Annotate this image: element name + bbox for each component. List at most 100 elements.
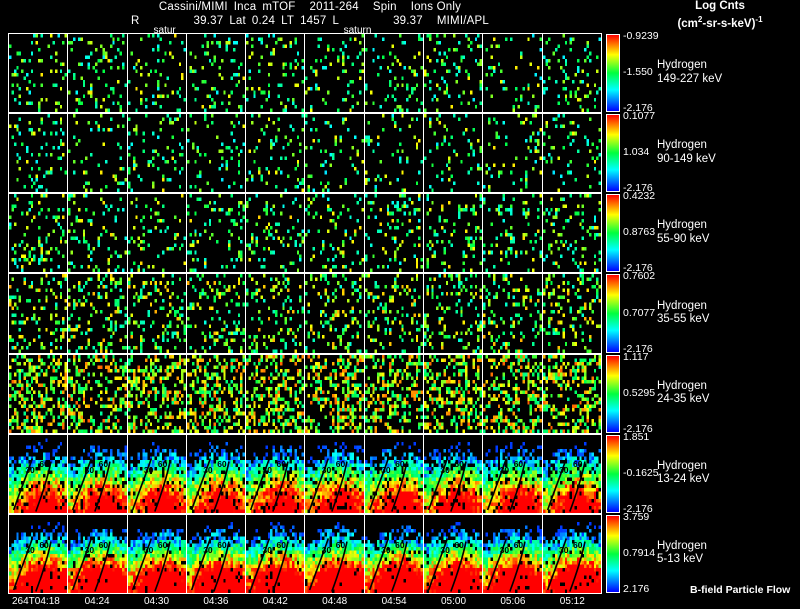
spectrogram-cell[interactable]	[483, 34, 543, 113]
spectrogram-cell[interactable]: 30 60	[246, 434, 306, 513]
spectrogram-cell[interactable]: 30 60	[424, 434, 484, 513]
spectrogram-cell[interactable]	[305, 354, 365, 433]
spectrogram-cell[interactable]	[364, 274, 425, 353]
spectrogram-cell[interactable]	[246, 194, 306, 273]
contour-label: 60	[395, 459, 405, 470]
spectrogram-cell[interactable]	[9, 354, 69, 433]
spectrogram-cell[interactable]	[127, 194, 187, 273]
spectrogram-cell[interactable]	[305, 114, 365, 193]
contour-label: 30	[143, 545, 154, 556]
spectrogram-cell[interactable]	[9, 274, 69, 353]
spectrogram-cell[interactable]: 30 60	[68, 514, 128, 593]
colorbar-title: Log Cnts (cm2-sr-s-keV)-1	[640, 0, 800, 31]
spectrogram-cell[interactable]	[364, 194, 425, 273]
spectrogram-cell[interactable]: 30 60	[305, 434, 365, 513]
colorbar	[606, 354, 620, 433]
colorbar-title-line2: (cm2-sr-s-keV)-1	[640, 13, 800, 31]
contour-label: 30	[25, 545, 35, 556]
spectrogram-cell[interactable]	[424, 194, 484, 273]
colorbar-gradient	[607, 275, 619, 352]
panel-species-label: Hydrogen 149-227 keV	[657, 59, 722, 86]
spectrogram-cell[interactable]: 30 60	[9, 434, 69, 513]
spectrogram-cell[interactable]: 30 60	[127, 514, 187, 593]
contour-label: 60	[335, 539, 346, 550]
spectrogram-cell[interactable]	[246, 274, 306, 353]
spectrogram-cell[interactable]	[186, 34, 247, 113]
spectrogram-cell[interactable]	[9, 194, 69, 273]
spectrogram-cell[interactable]	[68, 354, 128, 433]
spectrogram-cell[interactable]: 30 60	[542, 514, 601, 593]
spectrogram-cell[interactable]: 30 60	[542, 434, 601, 513]
spectrogram-cell[interactable]	[186, 114, 247, 193]
contour-label: 60	[39, 459, 49, 470]
header-ions-only: Ions Only	[410, 1, 462, 13]
contour-label: 30	[84, 464, 95, 475]
time-tick-label: 04:48	[322, 596, 348, 607]
spectrogram-cell[interactable]	[246, 114, 306, 193]
colorbar-mid-label: 0.8763	[623, 226, 656, 239]
header-instrument: Cassini/MIMI	[158, 1, 228, 13]
spectrogram-cell[interactable]	[542, 34, 601, 113]
cb-units-exp: -1	[755, 15, 763, 24]
spectrogram-cell[interactable]	[424, 34, 484, 113]
colorbar	[606, 514, 620, 593]
spectrogram-cell[interactable]: 30 60	[305, 514, 365, 593]
spectrogram-cell[interactable]	[9, 34, 69, 113]
saturn-direction-label: satur	[153, 25, 176, 36]
colorbar-title-line1: Log Cnts	[695, 0, 745, 12]
spectrogram-cell[interactable]: 30 60	[246, 514, 306, 593]
spectrogram-cell[interactable]	[483, 354, 543, 433]
spectrogram-cell[interactable]: 30 60	[186, 434, 247, 513]
spectrogram-cell[interactable]	[542, 194, 601, 273]
spectrogram-cell[interactable]	[127, 114, 187, 193]
bfield-note: B-field Particle Flow	[690, 584, 791, 596]
panel-species-label: Hydrogen 35-55 keV	[657, 300, 709, 327]
spectrogram-cell[interactable]	[542, 114, 601, 193]
spectrogram-cell[interactable]: 30 60	[483, 514, 543, 593]
colorbar-max-label: 1.851	[623, 430, 650, 443]
spectrogram-cell[interactable]	[483, 114, 543, 193]
spectrogram-cell[interactable]	[305, 34, 365, 113]
spectrogram-cell[interactable]: 30 60	[186, 514, 247, 593]
spectrogram-cell[interactable]	[542, 274, 601, 353]
contour-label: 30	[262, 464, 272, 475]
spectrogram-cell[interactable]	[186, 354, 247, 433]
spectrogram-cell[interactable]	[186, 274, 247, 353]
colorbar-gradient	[607, 355, 619, 432]
spectrogram-cell[interactable]	[364, 354, 425, 433]
spectrogram-row	[8, 193, 602, 274]
spectrogram-cell[interactable]	[186, 194, 247, 273]
spectrogram-cell[interactable]	[364, 114, 425, 193]
spectrogram-cell[interactable]	[127, 274, 187, 353]
spectrogram-cell[interactable]	[542, 354, 601, 433]
spectrogram-cell[interactable]	[364, 34, 425, 113]
spectrogram-cell[interactable]: 30 60	[483, 434, 543, 513]
spectrogram-cell[interactable]	[424, 274, 484, 353]
contour-label: 60	[276, 539, 286, 550]
contour-label: 60	[98, 539, 109, 550]
spectrogram-cell[interactable]	[305, 194, 365, 273]
spectrogram-cell[interactable]	[246, 354, 306, 433]
spectrogram-cell[interactable]	[68, 194, 128, 273]
spectrogram-cell[interactable]	[424, 354, 484, 433]
spectrogram-cell[interactable]	[246, 34, 306, 113]
spectrogram-cell[interactable]	[305, 274, 365, 353]
spectrogram-cell[interactable]: 30 60	[364, 514, 425, 593]
spectrogram-cell[interactable]: 30 60	[424, 514, 484, 593]
contour-label: 60	[454, 459, 464, 470]
spectrogram-cell[interactable]	[424, 114, 484, 193]
colorbar-max-label: 0.7602	[623, 270, 656, 283]
spectrogram-cell[interactable]	[127, 34, 187, 113]
contour-label: 60	[454, 539, 464, 550]
spectrogram-cell[interactable]	[68, 114, 128, 193]
spectrogram-cell[interactable]	[127, 354, 187, 433]
spectrogram-cell[interactable]: 30 60	[9, 514, 69, 593]
spectrogram-cell[interactable]	[9, 114, 69, 193]
spectrogram-cell[interactable]	[68, 274, 128, 353]
spectrogram-cell[interactable]	[483, 194, 543, 273]
spectrogram-cell[interactable]: 30 60	[127, 434, 187, 513]
spectrogram-cell[interactable]	[68, 34, 128, 113]
spectrogram-cell[interactable]: 30 60	[364, 434, 425, 513]
spectrogram-cell[interactable]	[483, 274, 543, 353]
spectrogram-cell[interactable]: 30 60	[68, 434, 128, 513]
